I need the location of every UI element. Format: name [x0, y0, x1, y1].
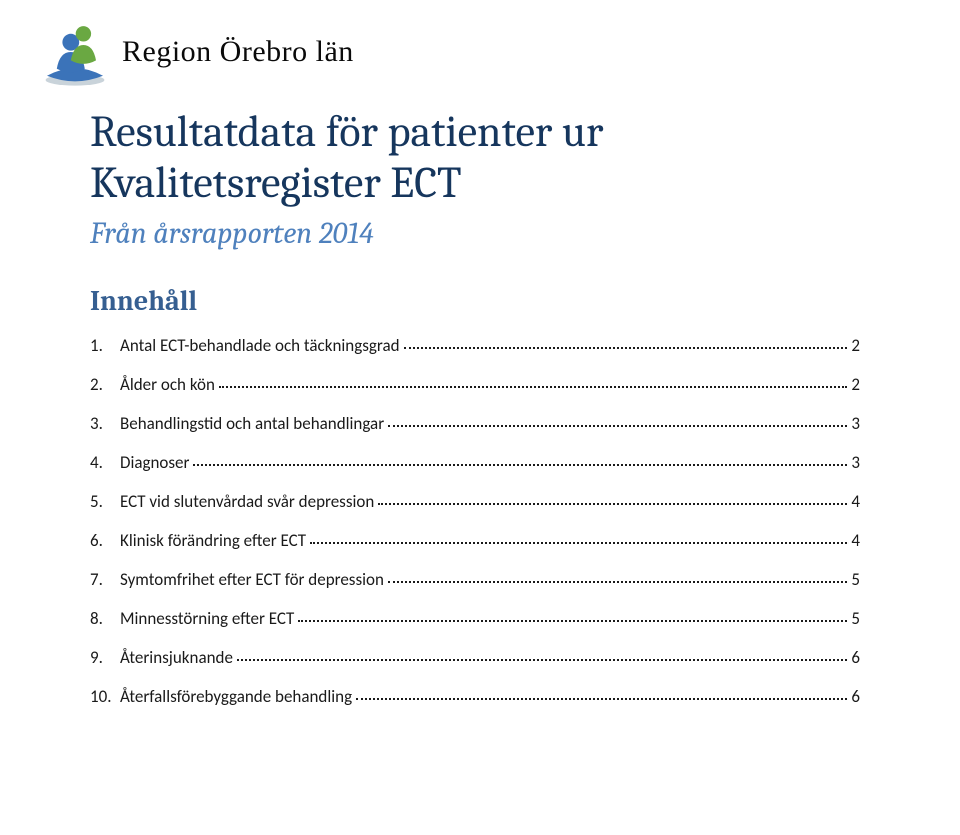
toc-item-page: 2 [851, 335, 860, 356]
toc-item-number: 6. [90, 530, 120, 551]
toc-leader [298, 620, 847, 622]
toc-heading: Innehåll [90, 285, 870, 317]
wordmark: Region Örebro län [122, 35, 354, 69]
toc-item-page: 3 [851, 452, 860, 473]
toc-leader [378, 503, 847, 505]
toc-item[interactable]: 9. Återinsjuknande 6 [90, 647, 860, 668]
title-line-1: Resultatdata för patienter ur [90, 106, 603, 157]
toc-item-page: 6 [851, 686, 860, 707]
toc-leader [356, 698, 847, 700]
toc-item-number: 3. [90, 413, 120, 434]
toc-item-number: 2. [90, 374, 120, 395]
toc-item[interactable]: 7. Symtomfrihet efter ECT för depression… [90, 569, 860, 590]
toc-item-label: Ålder och kön [120, 374, 215, 395]
toc-item-label: Behandlingstid och antal behandlingar [120, 413, 384, 434]
document-subtitle: Från årsrapporten 2014 [90, 216, 870, 251]
region-orebro-logo-icon [40, 17, 110, 87]
toc-item[interactable]: 4. Diagnoser 3 [90, 452, 860, 473]
toc-item-label: Minnesstörning efter ECT [120, 608, 294, 629]
toc-item-page: 5 [851, 569, 860, 590]
toc-item[interactable]: 1. Antal ECT-behandlade och täckningsgra… [90, 335, 860, 356]
document-page: Region Örebro län Resultatdata för patie… [0, 0, 960, 835]
toc-item-number: 4. [90, 452, 120, 473]
toc-leader [388, 581, 847, 583]
toc-item[interactable]: 10. Återfallsförebyggande behandling 6 [90, 686, 860, 707]
toc-item-label: Klinisk förändring efter ECT [120, 530, 306, 551]
document-title: Resultatdata för patienter ur Kvalitetsr… [90, 107, 870, 208]
toc-item-number: 8. [90, 608, 120, 629]
toc-item-page: 6 [851, 647, 860, 668]
toc-item-label: ECT vid slutenvårdad svår depression [120, 491, 374, 512]
toc-item-number: 9. [90, 647, 120, 668]
toc-leader [388, 425, 847, 427]
toc-item-number: 1. [90, 335, 120, 356]
toc-item[interactable]: 3. Behandlingstid och antal behandlingar… [90, 413, 860, 434]
toc-item[interactable]: 6. Klinisk förändring efter ECT 4 [90, 530, 860, 551]
toc-item-label: Diagnoser [120, 452, 189, 473]
toc-item-label: Symtomfrihet efter ECT för depression [120, 569, 384, 590]
brand: Region Örebro län [40, 17, 354, 87]
title-line-2: Kvalitetsregister ECT [90, 157, 462, 208]
toc-item-page: 4 [851, 491, 860, 512]
toc-leader [237, 659, 847, 661]
toc-leader [310, 542, 847, 544]
toc-item[interactable]: 2. Ålder och kön 2 [90, 374, 860, 395]
toc-leader [404, 347, 848, 349]
page-header: Region Örebro län [0, 0, 960, 95]
toc-item-label: Återinsjuknande [120, 647, 233, 668]
toc-item-number: 7. [90, 569, 120, 590]
toc-item-number: 10. [90, 686, 120, 707]
toc-item-page: 4 [851, 530, 860, 551]
toc-item-page: 2 [851, 374, 860, 395]
toc-item[interactable]: 8. Minnesstörning efter ECT 5 [90, 608, 860, 629]
toc-leader [193, 464, 847, 466]
toc-item[interactable]: 5. ECT vid slutenvårdad svår depression … [90, 491, 860, 512]
document-content: Resultatdata för patienter ur Kvalitetsr… [0, 95, 960, 707]
toc-item-label: Återfallsförebyggande behandling [120, 686, 352, 707]
toc-item-page: 3 [851, 413, 860, 434]
toc-item-label: Antal ECT-behandlade och täckningsgrad [120, 335, 400, 356]
toc-item-number: 5. [90, 491, 120, 512]
table-of-contents: 1. Antal ECT-behandlade och täckningsgra… [90, 335, 860, 707]
toc-leader [219, 386, 847, 388]
toc-item-page: 5 [851, 608, 860, 629]
